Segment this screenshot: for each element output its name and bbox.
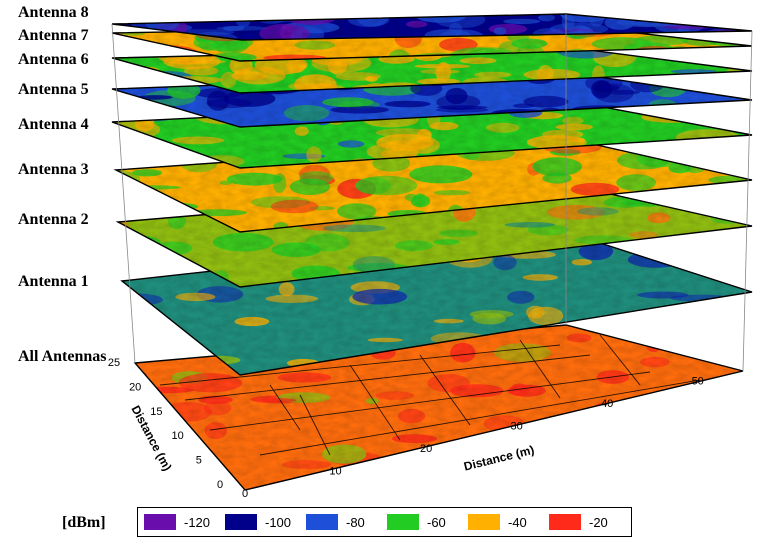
color-legend: [dBm] -120 -100 -80 -60 -40 -20 [0, 504, 771, 544]
legend-value: -100 [265, 514, 292, 530]
x-tick-label: 50 [692, 375, 704, 387]
legend-swatch [468, 514, 500, 530]
legend-swatch [144, 514, 176, 530]
legend-entry: -60 [387, 512, 468, 532]
layer-label: Antenna 2 [18, 211, 89, 228]
x-tick-label: 0 [242, 488, 248, 500]
legend-unit-label: [dBm] [62, 514, 106, 531]
legend-value: -20 [589, 514, 608, 530]
layer-label: All Antennas [18, 348, 106, 365]
y-tick-label: 15 [150, 406, 162, 418]
legend-box: -120 -100 -80 -60 -40 -20 [137, 507, 632, 537]
legend-swatch [387, 514, 419, 530]
legend-swatch [306, 514, 338, 530]
legend-value: -120 [184, 514, 211, 530]
legend-entry: -40 [468, 512, 549, 532]
layer-label: Antenna 8 [18, 4, 89, 21]
y-tick-label: 20 [129, 381, 141, 393]
layer-label: Antenna 3 [18, 161, 89, 178]
layer-label: Antenna 7 [18, 27, 89, 44]
antenna-layers [111, 13, 753, 491]
legend-swatch [549, 514, 581, 530]
layer-labels: All Antennas Antenna 1 Antenna 2 Antenna 3 A… [18, 4, 106, 365]
x-axis-title: Distance (m) [462, 443, 535, 474]
y-tick-label: 25 [108, 357, 120, 369]
legend-entry: -120 [144, 512, 225, 532]
y-tick-label: 5 [196, 455, 202, 467]
legend-value: -60 [427, 514, 446, 530]
legend-value: -40 [508, 514, 527, 530]
x-tick-label: 10 [329, 466, 341, 478]
legend-entry: -80 [306, 512, 387, 532]
x-tick-label: 30 [510, 420, 522, 432]
x-tick-label: 20 [420, 443, 432, 455]
layer-label: Antenna 6 [18, 51, 89, 68]
layer-label: Antenna 4 [18, 116, 89, 133]
legend-entry: -100 [225, 512, 306, 532]
y-tick-label: 0 [217, 479, 223, 491]
x-tick-label: 40 [601, 398, 613, 410]
floor-plan [159, 334, 701, 456]
y-tick-label: 10 [171, 430, 183, 442]
legend-swatch [225, 514, 257, 530]
layer-label: Antenna 5 [18, 81, 89, 98]
legend-value: -80 [346, 514, 365, 530]
legend-entry: -20 [549, 512, 630, 532]
layer-label: Antenna 1 [18, 273, 89, 290]
